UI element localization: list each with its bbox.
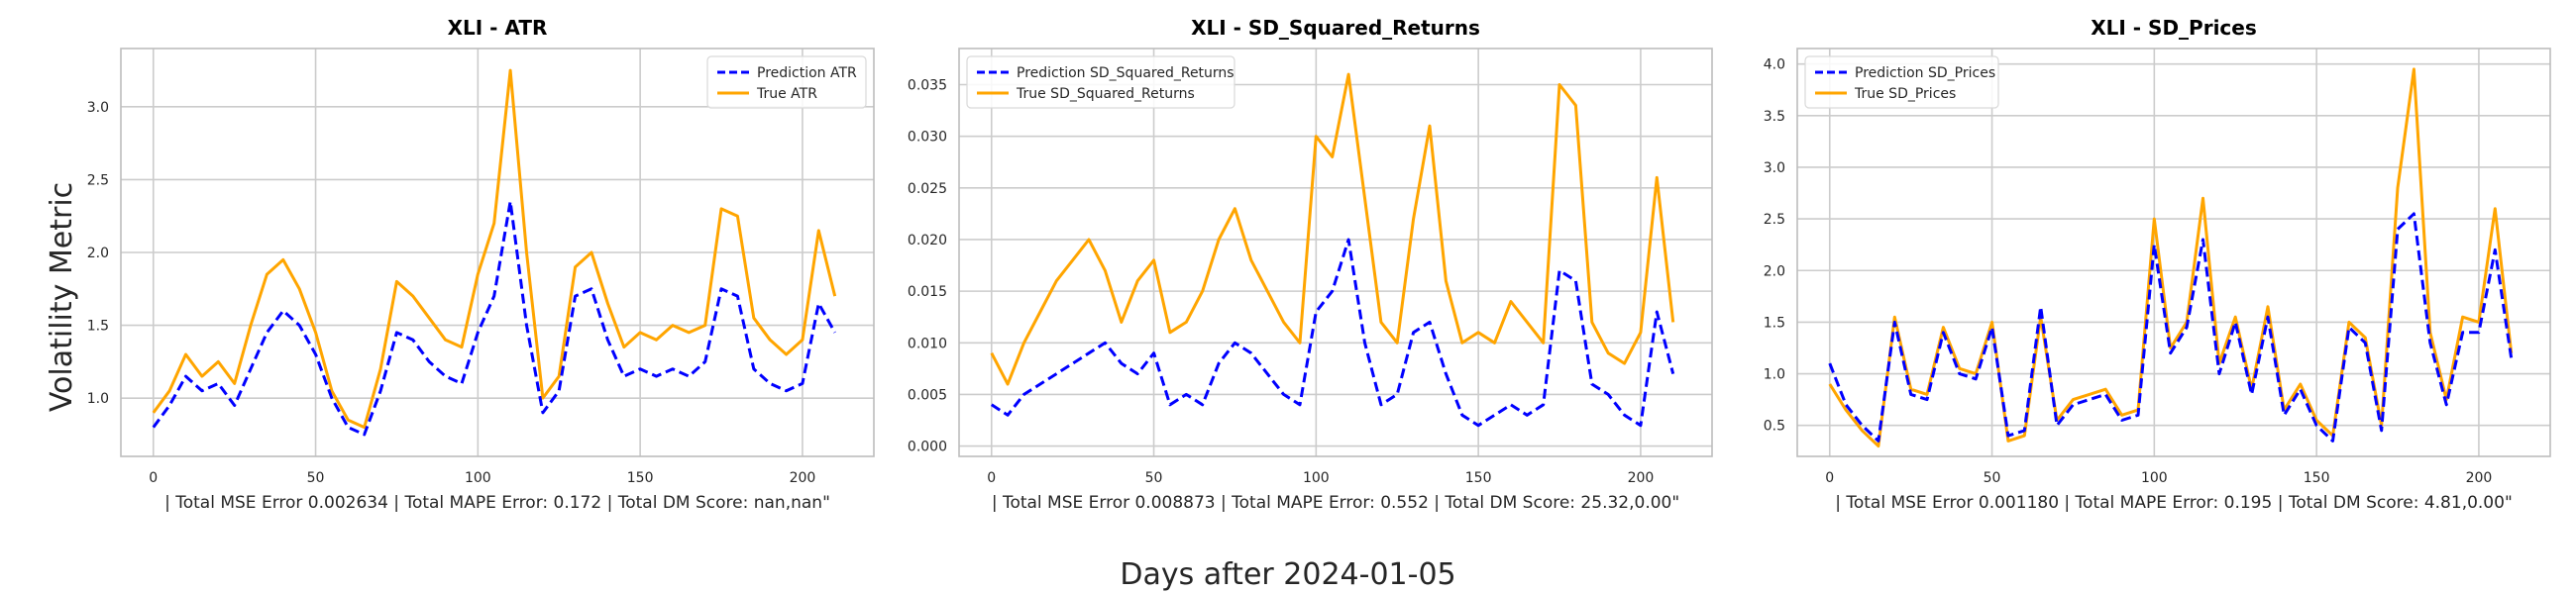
x-tick-label-0: 0 (149, 470, 158, 486)
legend-box (1804, 55, 1999, 109)
chart-title: XLI - SD_Prices (2091, 16, 2257, 40)
series-line-prediction (990, 238, 1675, 428)
chart-panel-2: 0 50 100 150 200 0.000 0.005 0.010 0.015 0.020 0.0… (908, 16, 1713, 513)
y-tick-label-1: 1.0 (1764, 367, 1785, 383)
chart-panel-3: 0 50 100 150 200 0.5 1.0 1.5 2.0 2.5 3.0 3.5 4.0 XLI … (1764, 16, 2551, 513)
x-tick-label-3: 150 (627, 470, 654, 486)
y-tick-label-2: 2.0 (87, 246, 109, 261)
axes-frame (120, 48, 875, 457)
chart-title: XLI - SD_Squared_Returns (1191, 16, 1480, 40)
legend-label-true: True SD_Squared_Returns (1016, 86, 1195, 102)
figure-ylabel: Volatility Metric (45, 182, 79, 412)
x-tick-label-1: 50 (1145, 470, 1163, 486)
y-tick-label-5: 3.0 (1764, 160, 1785, 176)
x-tick-label-2: 100 (1303, 470, 1330, 486)
x-tick-label-4: 200 (2466, 470, 2493, 486)
y-tick-label-6: 0.030 (908, 130, 947, 146)
x-tick-label-1: 50 (1984, 470, 2001, 486)
chart-xlabel: | Total MSE Error 0.001180 | Total MAPE … (1835, 493, 2513, 513)
chart-title: XLI - ATR (448, 16, 548, 40)
y-tick-label-1: 0.005 (908, 387, 947, 403)
y-tick-label-2: 1.5 (1764, 315, 1785, 331)
axes-frame (958, 48, 1713, 457)
y-tick-label-4: 0.020 (908, 233, 947, 248)
x-tick-label-1: 50 (307, 470, 325, 486)
legend: Prediction SD_Prices True SD_Prices (1804, 55, 1999, 109)
y-tick-label-3: 2.0 (1764, 263, 1785, 279)
y-tick-label-0: 1.0 (87, 391, 109, 407)
legend-label-true: True ATR (756, 86, 817, 102)
series-line-prediction (152, 200, 837, 437)
y-tick-label-4: 3.0 (87, 100, 109, 116)
series-line-true (990, 72, 1675, 386)
series-line-true (152, 68, 837, 430)
legend: Prediction SD_Squared_Returns True SD_Squ… (966, 55, 1235, 109)
y-tick-label-2: 0.010 (908, 336, 947, 351)
legend-box (706, 55, 867, 109)
y-tick-label-0: 0.000 (908, 440, 947, 455)
x-tick-label-3: 150 (1465, 470, 1492, 486)
series-line-true (1828, 67, 2514, 448)
y-tick-label-4: 2.5 (1764, 212, 1785, 228)
legend-label-true: True SD_Prices (1854, 86, 1956, 102)
x-tick-label-3: 150 (2304, 470, 2330, 486)
y-tick-label-7: 0.035 (908, 78, 947, 94)
chart-xlabel: | Total MSE Error 0.002634 | Total MAPE … (164, 493, 830, 513)
legend-label-prediction: Prediction SD_Prices (1855, 65, 1995, 81)
x-tick-label-4: 200 (790, 470, 816, 486)
x-tick-label-2: 100 (465, 470, 491, 486)
y-tick-label-1: 1.5 (87, 319, 109, 335)
series-line-prediction (1828, 212, 2514, 443)
y-tick-label-0: 0.5 (1764, 419, 1785, 435)
x-tick-label-4: 200 (1628, 470, 1655, 486)
y-tick-label-6: 3.5 (1764, 109, 1785, 125)
figure-xlabel: Days after 2024-01-05 (1120, 557, 1455, 592)
y-tick-label-3: 2.5 (87, 172, 109, 188)
axes-frame (1796, 48, 2551, 457)
x-tick-label-2: 100 (2141, 470, 2168, 486)
legend: Prediction ATR True ATR (706, 55, 867, 109)
x-tick-label-0: 0 (987, 470, 996, 486)
y-tick-label-5: 0.025 (908, 181, 947, 197)
chart-xlabel: | Total MSE Error 0.008873 | Total MAPE … (992, 493, 1679, 513)
y-tick-label-7: 4.0 (1764, 57, 1785, 73)
legend-label-prediction: Prediction SD_Squared_Returns (1017, 65, 1234, 81)
x-tick-label-0: 0 (1825, 470, 1834, 486)
legend-box (966, 55, 1235, 109)
y-tick-label-3: 0.015 (908, 284, 947, 300)
chart-panel-1: 0 50 100 150 200 1.0 1.5 2.0 2.5 3.0 XLI - ATR | To… (87, 16, 875, 513)
legend-label-prediction: Prediction ATR (757, 65, 857, 81)
